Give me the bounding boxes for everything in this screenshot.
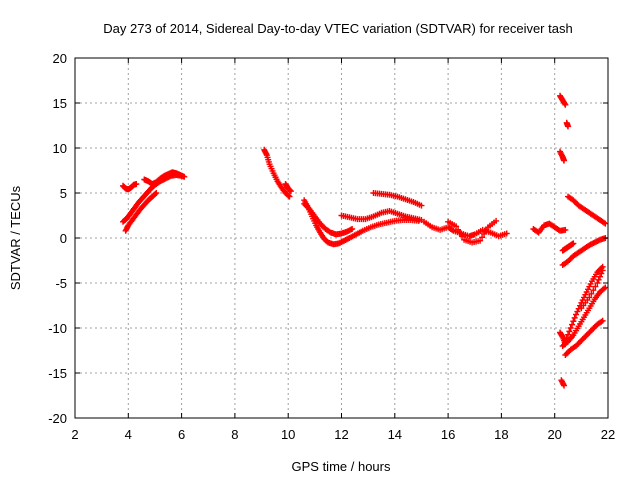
x-tick-label: 18: [494, 427, 508, 442]
data-point: [588, 290, 595, 297]
data-point: [570, 318, 577, 325]
series-arc-4b: [445, 217, 500, 246]
series-arc-1d: [141, 169, 188, 187]
data-point: [133, 181, 140, 187]
chart-title: Day 273 of 2014, Sidereal Day-to-day VTE…: [103, 21, 572, 36]
data-point: [483, 227, 490, 234]
data-point: [597, 273, 604, 280]
data-point: [599, 267, 606, 274]
data-point: [592, 283, 599, 290]
x-tick-label: 6: [178, 427, 185, 442]
x-tick-label: 8: [231, 427, 238, 442]
data-point: [595, 276, 602, 283]
grid: [75, 58, 608, 418]
data-point: [477, 237, 484, 244]
x-tick-label: 16: [441, 427, 455, 442]
data-point: [493, 217, 500, 224]
x-tick-label: 14: [388, 427, 402, 442]
data-point: [565, 123, 572, 130]
data-point: [286, 193, 293, 200]
data-point: [152, 190, 159, 197]
data-point: [571, 314, 578, 321]
series-arc-1c: [119, 181, 140, 193]
y-tick-label: -20: [48, 411, 67, 426]
data-point: [153, 190, 160, 196]
series-arc-1b: [122, 190, 160, 234]
y-tick-label: -15: [48, 366, 67, 381]
y-tick-label: 0: [60, 231, 67, 246]
x-tick-label: 4: [125, 427, 132, 442]
data-point: [586, 294, 593, 301]
x-tick-label: 10: [281, 427, 295, 442]
data-point: [453, 223, 460, 230]
data-point: [287, 188, 294, 195]
y-tick-label: 10: [53, 141, 67, 156]
data-point: [459, 233, 466, 240]
y-tick-label: -10: [48, 321, 67, 336]
series-arc-6i: [562, 317, 606, 358]
series-arc-3d: [370, 190, 425, 209]
data-point: [570, 240, 577, 247]
data-point: [569, 321, 576, 328]
data-point: [285, 192, 292, 199]
series-arc-5: [530, 220, 569, 236]
data-point: [562, 341, 569, 348]
x-tick-label: 22: [601, 427, 615, 442]
data-point: [562, 226, 569, 233]
data-point: [565, 331, 572, 338]
y-tick-label: -5: [55, 276, 67, 291]
series-arc-3c: [338, 208, 425, 223]
data-point: [567, 325, 574, 331]
data-points: [119, 92, 609, 389]
data-point: [562, 101, 569, 108]
y-tick-label: 15: [53, 96, 67, 111]
series-arc-6b: [563, 119, 572, 130]
series-arc-6l: [578, 267, 606, 312]
ticks: 2 4 6 8 10 12 14 16 18 20 22 -20 -15 -10 -5 0 5 10 15 20: [48, 51, 615, 442]
x-tick-label: 12: [334, 427, 348, 442]
data-point: [594, 280, 601, 286]
data-point: [602, 220, 609, 227]
y-tick-label: 20: [53, 51, 67, 66]
series-arc-6e: [559, 240, 577, 254]
y-tick-label: 5: [60, 186, 67, 201]
data-point: [561, 157, 568, 164]
series-arc-6d: [565, 193, 609, 227]
data-point: [566, 328, 573, 335]
data-point: [590, 287, 597, 294]
data-point: [181, 173, 188, 180]
data-point: [481, 230, 488, 237]
data-point: [455, 226, 462, 233]
series-arc-6j: [557, 329, 569, 348]
series-arc-6c: [557, 148, 568, 164]
y-axis-label: SDTVAR / TECUs: [8, 185, 23, 290]
data-point: [503, 230, 510, 237]
data-point: [457, 230, 464, 237]
data-point: [598, 270, 605, 277]
x-tick-label: 20: [547, 427, 561, 442]
data-point: [418, 202, 425, 209]
data-point: [602, 284, 609, 291]
series-arc-2b: [282, 181, 294, 195]
series-arc-6k: [558, 377, 568, 389]
series-arc-6a: [557, 92, 569, 108]
series-arc-2: [261, 146, 293, 200]
data-point: [561, 382, 568, 389]
x-tick-label: 2: [71, 427, 78, 442]
data-point: [479, 234, 486, 241]
series-arc-3b: [301, 200, 356, 238]
data-point: [349, 226, 356, 232]
data-point: [599, 317, 606, 324]
x-axis-label: GPS time / hours: [292, 459, 391, 474]
series-arc-6f: [559, 235, 609, 268]
